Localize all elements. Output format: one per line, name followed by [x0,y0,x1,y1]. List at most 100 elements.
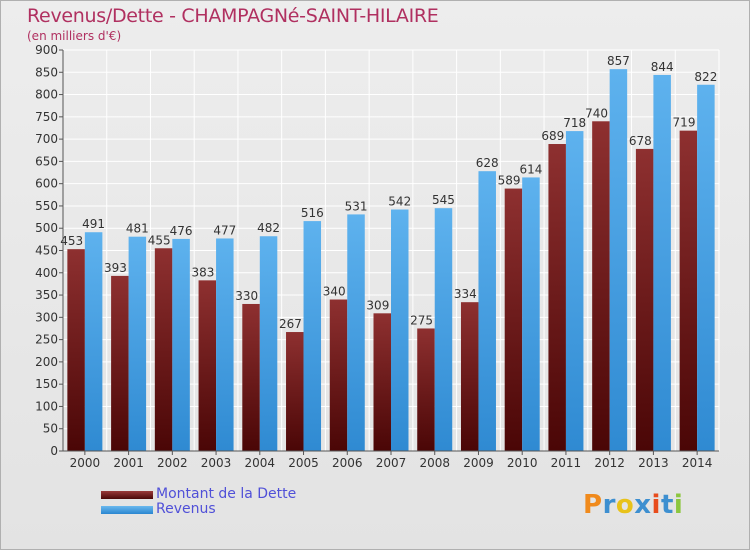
bar-revenue [84,232,103,451]
data-label-debt: 340 [323,285,346,299]
bar-debt [592,121,610,452]
bar-debt [548,144,566,452]
bar-debt [111,275,129,451]
data-label-revenue: 628 [476,156,499,170]
data-label-debt: 383 [191,265,214,279]
bar-revenue [478,171,496,452]
bar-revenue [653,74,671,451]
y-tick-label: 800 [35,88,58,102]
x-tick-label: 2005 [288,456,319,470]
x-tick-label: 2004 [245,456,276,470]
proxiti-logo: Proxiti [583,490,683,520]
bar-revenue [347,214,365,451]
x-tick-label: 2010 [507,456,538,470]
bar-debt [373,313,391,451]
data-label-revenue: 718 [563,116,586,130]
data-label-revenue: 545 [432,193,455,207]
data-label-revenue: 822 [694,70,717,84]
bar-debt [460,302,479,451]
logo-letter: i [673,490,684,520]
y-tick-label: 850 [35,65,58,79]
data-label-revenue: 516 [301,206,324,220]
data-label-revenue: 491 [82,217,105,231]
data-label-debt: 330 [235,289,258,303]
x-tick-label: 2002 [157,456,188,470]
x-tick-label: 2009 [463,456,494,470]
y-tick-label: 900 [35,43,58,57]
data-label-debt: 678 [629,134,652,148]
data-label-revenue: 482 [257,221,280,235]
data-label-revenue: 844 [651,60,674,74]
x-tick-label: 2006 [332,456,363,470]
data-label-debt: 719 [673,116,696,130]
chart-title: Revenus/Dette - CHAMPAGNé-SAINT-HILAIRE [27,5,439,27]
data-label-revenue: 614 [519,162,542,176]
chart-subtitle: (en milliers d'€) [27,29,122,43]
data-label-debt: 309 [366,298,389,312]
bar-debt [417,328,435,451]
bar-revenue [609,69,628,452]
bar-debt [679,130,698,451]
data-label-revenue: 531 [345,199,368,213]
data-label-debt: 455 [148,233,171,247]
y-tick-label: 300 [35,310,58,324]
bar-debt [329,299,348,451]
data-label-debt: 334 [454,287,477,301]
data-label-revenue: 477 [213,223,236,237]
bar-revenue [172,238,190,451]
data-label-debt: 393 [104,261,127,275]
data-label-revenue: 476 [170,224,193,238]
bar-debt [198,280,217,451]
y-tick-label: 400 [35,266,58,280]
logo-letter: o [615,490,635,520]
data-label-debt: 589 [498,174,521,188]
bar-revenue [522,177,540,451]
y-tick-label: 500 [35,221,58,235]
bar-revenue [565,131,584,451]
bar-revenue [259,236,278,451]
y-tick-label: 450 [35,244,58,258]
y-tick-label: 600 [35,177,58,191]
x-tick-label: 2013 [638,456,669,470]
y-tick-label: 0 [50,444,58,458]
bar-debt [504,188,523,451]
logo-letter: x [634,490,652,520]
bar-revenue [303,221,322,451]
x-tick-label: 2003 [201,456,232,470]
data-label-debt: 275 [410,313,433,327]
data-label-debt: 689 [541,129,564,143]
y-tick-label: 200 [35,355,58,369]
bar-debt [67,249,85,451]
logo-letter: i [651,490,661,520]
y-tick-label: 250 [35,333,58,347]
y-tick-label: 650 [35,154,58,168]
bar-debt [286,332,304,451]
y-tick-label: 350 [35,288,58,302]
bar-debt [242,303,260,451]
y-tick-label: 50 [43,422,58,436]
data-label-debt: 267 [279,317,302,331]
y-tick-label: 700 [35,132,58,146]
data-label-debt: 453 [60,234,83,248]
y-tick-label: 750 [35,110,58,124]
data-label-revenue: 481 [126,222,149,236]
bar-revenue [697,84,715,452]
bar-revenue [391,209,409,451]
bar-revenue [434,208,453,451]
x-tick-label: 2011 [551,456,582,470]
data-label-revenue: 857 [607,54,630,68]
bar-revenue [128,236,147,451]
bar-debt [635,148,654,451]
x-tick-label: 2014 [682,456,713,470]
data-label-debt: 740 [585,106,608,120]
logo-letter: P [583,490,603,520]
x-tick-label: 2012 [594,456,625,470]
logo-letter: t [660,490,674,520]
legend-label-debt: Montant de la Dette [156,486,297,502]
x-tick-label: 2007 [376,456,407,470]
logo-letter: r [602,490,616,520]
x-tick-label: 2008 [419,456,450,470]
x-tick-label: 2001 [113,456,144,470]
